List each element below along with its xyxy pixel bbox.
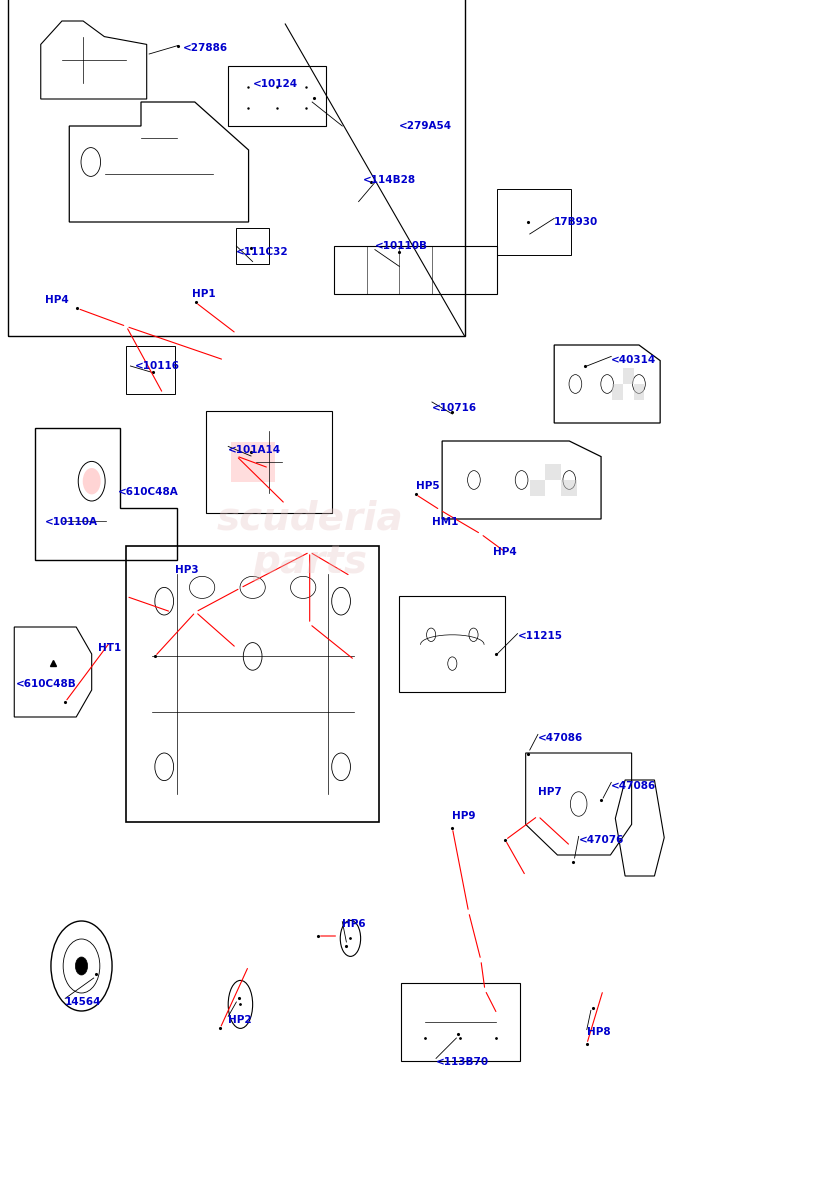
Text: 17B930: 17B930 <box>554 217 598 227</box>
Bar <box>126 546 379 822</box>
Text: HP3: HP3 <box>175 565 199 575</box>
Text: HP7: HP7 <box>538 787 562 797</box>
Text: HP6: HP6 <box>342 919 366 929</box>
Text: <47076: <47076 <box>579 835 624 845</box>
Circle shape <box>76 958 88 974</box>
Bar <box>613 384 623 400</box>
Text: <279A54: <279A54 <box>399 121 452 131</box>
Text: HP5: HP5 <box>416 481 439 491</box>
Bar <box>399 596 505 692</box>
Text: scuderia
parts: scuderia parts <box>216 499 403 581</box>
Bar <box>8 0 465 336</box>
Text: HP2: HP2 <box>228 1015 252 1025</box>
Text: <610C48B: <610C48B <box>16 679 77 689</box>
Text: HP8: HP8 <box>587 1027 610 1037</box>
Text: <10110B: <10110B <box>375 241 428 251</box>
Bar <box>401 984 520 1061</box>
Bar <box>228 66 326 126</box>
Bar <box>530 480 545 496</box>
Text: <113B70: <113B70 <box>436 1057 489 1067</box>
Text: <111C32: <111C32 <box>236 247 289 257</box>
Text: HP9: HP9 <box>452 811 476 821</box>
Text: <47086: <47086 <box>611 781 657 791</box>
Bar <box>545 464 562 480</box>
Text: <11215: <11215 <box>518 631 562 641</box>
Text: <10124: <10124 <box>253 79 297 89</box>
Bar <box>231 442 275 482</box>
Text: HT1: HT1 <box>98 643 121 653</box>
Text: <101A14: <101A14 <box>228 445 281 455</box>
Text: <47086: <47086 <box>538 733 584 743</box>
Text: <610C48A: <610C48A <box>118 487 179 497</box>
Bar <box>623 368 634 384</box>
Text: HP4: HP4 <box>493 547 517 557</box>
Text: HP1: HP1 <box>192 289 215 299</box>
Text: <10110A: <10110A <box>45 517 98 527</box>
Bar <box>634 384 645 400</box>
Text: 14564: 14564 <box>65 997 102 1007</box>
Bar <box>334 246 497 294</box>
Text: <10716: <10716 <box>432 403 477 413</box>
Text: <40314: <40314 <box>611 355 657 365</box>
Bar <box>205 410 333 514</box>
Text: <27886: <27886 <box>183 43 228 53</box>
Bar <box>562 480 577 496</box>
Text: <114B28: <114B28 <box>363 175 416 185</box>
Text: <10116: <10116 <box>134 361 179 371</box>
Circle shape <box>83 468 101 494</box>
Text: HP4: HP4 <box>45 295 68 305</box>
Text: HM1: HM1 <box>432 517 458 527</box>
